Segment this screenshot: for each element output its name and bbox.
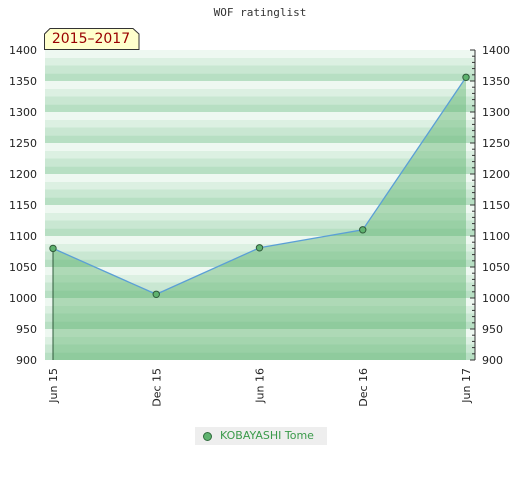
background-band (45, 220, 475, 229)
background-band (45, 166, 475, 174)
x-tick-label: Jun 17 (460, 368, 473, 404)
x-axis: Jun 15 Dec 15 Jun 16 Dec 16 Jun 17 (47, 368, 473, 407)
data-point (462, 73, 470, 81)
background-band (45, 228, 475, 236)
background-band (45, 104, 475, 112)
y-tick-label-right: 900 (482, 354, 503, 367)
background-band (45, 81, 475, 89)
background-band (45, 73, 475, 81)
y-tick-label-left: 950 (16, 323, 37, 336)
y-tick-label-left: 1400 (9, 44, 37, 57)
background-band (45, 127, 475, 136)
background-band (45, 205, 475, 213)
range-badge: 2015–2017 (44, 28, 140, 50)
y-tick-label-left: 1000 (9, 292, 37, 305)
y-tick-label-right: 1400 (482, 44, 510, 57)
background-band (45, 158, 475, 167)
x-tick-label: Jun 15 (47, 368, 60, 404)
background-band (45, 259, 475, 267)
chart-area: 900 950 1000 1050 1100 1150 1200 1250 1300 1350 14… (9, 44, 510, 407)
background-band (45, 298, 475, 306)
y-tick-label-right: 1300 (482, 106, 510, 119)
background-band (45, 174, 475, 182)
data-point (359, 226, 367, 234)
background-band (45, 119, 475, 128)
y-tick-label-left: 1300 (9, 106, 37, 119)
y-tick-label-left: 1150 (9, 199, 37, 212)
series-fill (53, 77, 466, 360)
background-band (45, 189, 475, 198)
background-band (45, 212, 475, 221)
background-band (45, 135, 475, 143)
y-tick-label-left: 1250 (9, 137, 37, 150)
background-band (45, 267, 475, 275)
legend: KOBAYASHI Tome (195, 427, 327, 445)
left-y-axis: 900 950 1000 1050 1100 1150 1200 1250 1300 1350 14… (9, 44, 37, 367)
y-tick-label-right: 1250 (482, 137, 510, 150)
background-band (45, 336, 475, 345)
series-points (49, 73, 470, 298)
background-band (45, 181, 475, 190)
x-tick-label: Dec 16 (357, 368, 370, 407)
legend-label: KOBAYASHI Tome (220, 429, 314, 442)
background-band (45, 112, 475, 120)
background-band (45, 50, 475, 58)
y-tick-label-right: 1000 (482, 292, 510, 305)
y-tick-label-left: 1200 (9, 168, 37, 181)
right-y-axis: 900 950 1000 1050 1100 1150 1200 1250 1300 1350 14… (470, 44, 510, 367)
background-band (45, 197, 475, 205)
background-band (45, 143, 475, 151)
y-tick-label-right: 1350 (482, 75, 510, 88)
background-band (45, 352, 475, 360)
y-tick-label-left: 900 (16, 354, 37, 367)
background-band (45, 313, 475, 322)
background-band (45, 274, 475, 283)
y-tick-label-right: 1150 (482, 199, 510, 212)
background-band (45, 251, 475, 260)
y-tick-label-right: 1200 (482, 168, 510, 181)
data-point (152, 290, 160, 298)
y-tick-label-right: 950 (482, 323, 503, 336)
background-bands (45, 50, 475, 360)
data-point (49, 244, 57, 253)
background-band (45, 236, 475, 244)
x-tick-label: Jun 16 (254, 368, 267, 404)
background-band (45, 329, 475, 337)
y-tick-label-left: 1350 (9, 75, 37, 88)
y-tick-label-left: 1050 (9, 261, 37, 274)
background-band (45, 321, 475, 329)
chart-title: WOF ratinglist (213, 6, 307, 19)
y-tick-label-right: 1100 (482, 230, 510, 243)
data-point (255, 244, 264, 252)
background-band (45, 150, 475, 159)
background-band (45, 57, 475, 66)
y-tick-label-left: 1100 (9, 230, 37, 243)
y-tick-label-right: 1050 (482, 261, 510, 274)
background-band (45, 290, 475, 298)
background-band (45, 88, 475, 97)
background-band (45, 305, 475, 314)
background-band (45, 344, 475, 353)
background-band (45, 65, 475, 74)
background-band (45, 282, 475, 291)
range-label: 2015–2017 (51, 31, 131, 47)
background-band (45, 96, 475, 105)
x-tick-label: Dec 15 (150, 368, 163, 407)
legend-marker (203, 432, 212, 441)
